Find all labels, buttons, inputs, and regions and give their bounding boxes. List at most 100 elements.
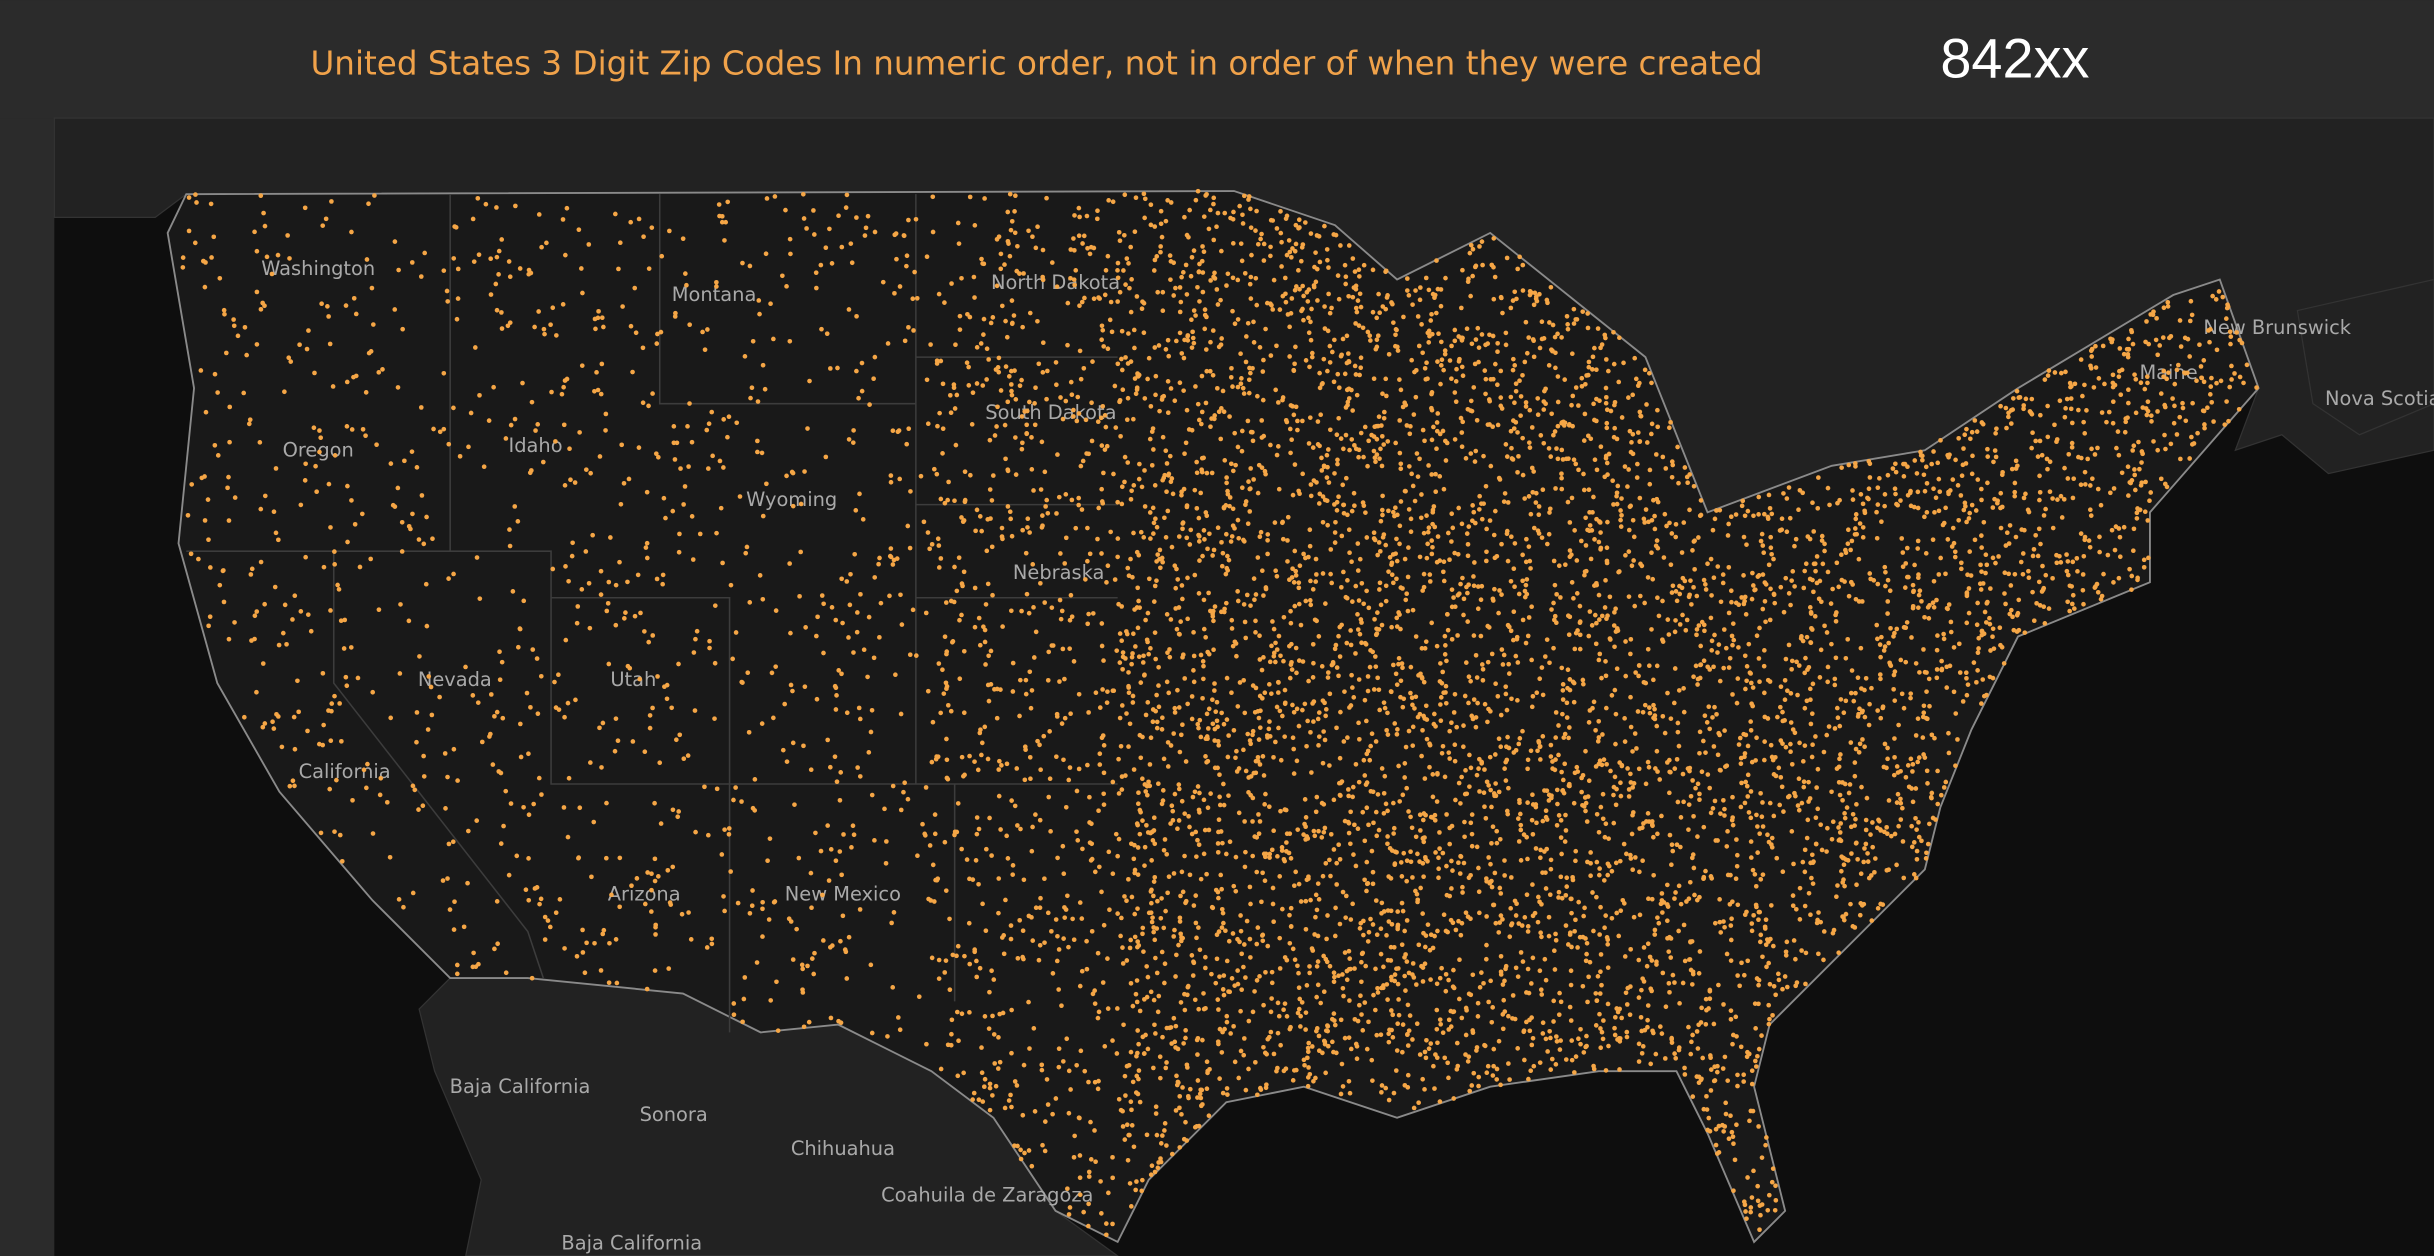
zip-point — [1553, 710, 1559, 715]
zip-point — [1166, 353, 1172, 359]
zip-point — [1800, 759, 1806, 764]
zip-point — [652, 878, 658, 884]
zip-point — [1591, 1066, 1597, 1072]
zip-point — [1473, 448, 1479, 454]
zip-point — [1696, 971, 1702, 976]
zip-point — [1069, 497, 1075, 503]
zip-point — [1567, 1004, 1573, 1010]
zip-point — [1291, 709, 1297, 715]
zip-point — [1187, 872, 1193, 878]
zip-point — [1268, 1009, 1274, 1015]
zip-point — [1268, 244, 1273, 250]
zip-point — [1588, 556, 1594, 562]
zip-point — [1898, 498, 1903, 503]
zip-point — [279, 744, 285, 750]
zip-point — [1505, 500, 1511, 505]
zip-point — [451, 256, 457, 261]
zip-point — [406, 618, 412, 624]
zip-point — [342, 617, 348, 623]
zip-point — [303, 461, 308, 467]
zip-point — [2127, 566, 2132, 572]
zip-point — [1347, 956, 1353, 961]
zip-point — [593, 326, 598, 332]
zip-point — [1628, 856, 1634, 861]
zip-point — [1511, 637, 1516, 643]
zip-point — [1783, 656, 1789, 662]
zip-point — [1174, 338, 1179, 344]
zip-point — [714, 279, 719, 285]
zip-point — [2061, 496, 2067, 502]
zip-point — [2176, 362, 2181, 368]
zip-point — [1667, 989, 1672, 995]
zip-point — [313, 463, 318, 469]
zip-point — [1805, 817, 1811, 823]
zip-point — [1224, 675, 1230, 681]
zip-point — [1313, 250, 1318, 255]
zip-point — [1029, 688, 1035, 693]
zip-point — [496, 769, 502, 774]
zip-point — [1291, 580, 1297, 585]
zip-point — [417, 654, 422, 659]
zip-point — [1142, 504, 1148, 509]
zip-point — [1697, 791, 1702, 797]
zip-point — [1963, 503, 1968, 509]
zip-point — [790, 688, 795, 694]
zip-point — [1322, 326, 1328, 331]
zip-point — [2043, 506, 2048, 512]
zip-point — [1261, 357, 1266, 363]
zip-point — [387, 854, 393, 860]
zip-point — [1045, 1102, 1051, 1107]
zip-point — [1676, 688, 1682, 693]
zip-point — [674, 440, 680, 446]
zip-point — [1619, 496, 1624, 501]
zip-point — [1479, 332, 1485, 337]
zip-point — [1120, 961, 1126, 966]
zip-point — [760, 596, 766, 602]
zip-point — [1673, 890, 1678, 895]
zip-point — [1342, 262, 1348, 268]
zip-point — [966, 364, 971, 370]
zip-point — [925, 421, 931, 427]
zip-point — [1268, 217, 1274, 223]
zip-point — [1943, 505, 1948, 511]
zip-point — [1274, 226, 1280, 231]
zip-point — [1098, 1179, 1103, 1184]
zip-point — [1435, 286, 1441, 292]
zip-point — [1303, 358, 1309, 363]
zip-point — [1235, 936, 1240, 942]
zip-point — [329, 701, 335, 706]
zip-point — [1009, 298, 1015, 303]
zip-point — [737, 494, 743, 499]
zip-point — [1673, 618, 1678, 623]
zip-point — [1571, 800, 1577, 806]
zip-point — [1551, 948, 1557, 954]
zip-point — [1771, 556, 1776, 562]
zip-point — [2128, 327, 2134, 333]
zip-point — [616, 266, 621, 272]
zip-point — [1569, 910, 1574, 916]
zip-point — [1884, 765, 1889, 771]
zip-point — [547, 924, 553, 930]
zip-point — [1515, 469, 1520, 475]
zip-point — [1468, 451, 1474, 456]
zip-point — [262, 493, 268, 499]
zip-point — [563, 637, 569, 643]
zip-point — [1391, 320, 1396, 325]
zip-point — [1617, 335, 1622, 341]
zip-point — [1140, 1034, 1146, 1040]
zip-point — [1284, 1014, 1290, 1019]
zip-point — [1326, 265, 1331, 270]
zip-point — [1160, 715, 1165, 721]
zip-point — [815, 614, 820, 620]
zip-point — [1138, 529, 1144, 535]
zip-point — [1750, 703, 1756, 709]
zip-point — [1591, 928, 1596, 934]
zip-point — [1296, 585, 1302, 591]
zip-point — [1153, 656, 1159, 662]
zip-point — [1569, 351, 1575, 357]
zip-point — [1148, 889, 1154, 894]
zip-point — [1072, 213, 1077, 218]
zip-point — [1438, 702, 1443, 707]
zip-point — [989, 968, 994, 974]
zip-point — [846, 635, 851, 640]
